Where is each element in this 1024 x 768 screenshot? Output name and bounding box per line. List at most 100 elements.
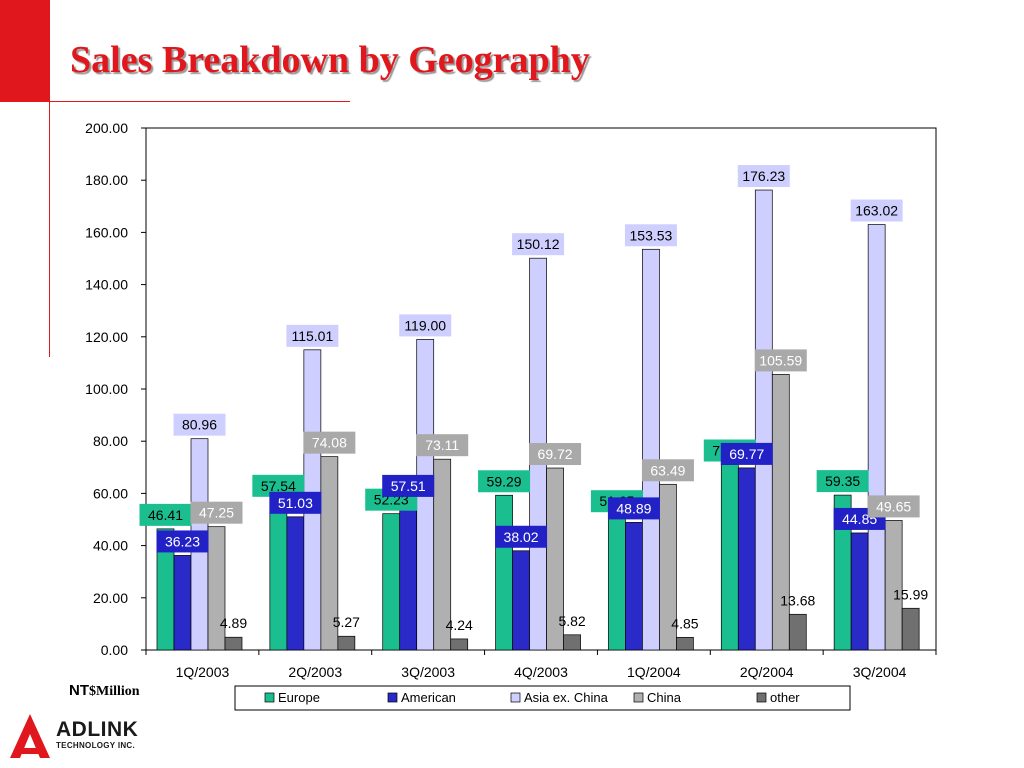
legend-label: Asia ex. China — [524, 690, 609, 705]
bar-asia-ex-china — [642, 248, 660, 651]
data-label-box — [737, 165, 790, 188]
data-label-box — [529, 443, 582, 466]
data-label: 150.12 — [517, 236, 560, 252]
data-label-box — [512, 233, 565, 256]
data-label: 74.08 — [312, 435, 347, 451]
data-label: 48.89 — [616, 500, 651, 516]
data-label-box — [139, 503, 192, 526]
legend-label: American — [401, 690, 456, 705]
x-tick-label: 3Q/2004 — [853, 664, 907, 680]
bar-american — [512, 550, 530, 651]
data-label: 47.25 — [199, 505, 234, 521]
legend-swatch — [633, 692, 644, 703]
data-label: 4.89 — [220, 615, 247, 631]
legend-swatch — [387, 692, 398, 703]
data-label: 69.77 — [729, 446, 764, 462]
logo-tagline: TECHNOLOGY INC. — [56, 741, 136, 750]
x-tick-label: 2Q/2003 — [288, 664, 342, 680]
y-tick-label: 140.00 — [85, 277, 128, 293]
side-accent-rule — [49, 102, 50, 357]
data-label-box — [850, 199, 903, 222]
title-accent-rule — [50, 101, 350, 102]
bar-american — [737, 467, 756, 651]
data-label-box — [269, 491, 322, 514]
legend-swatch — [510, 692, 521, 703]
data-label-box — [495, 525, 548, 548]
data-label: 119.00 — [404, 317, 446, 333]
data-label: 36.23 — [165, 533, 200, 549]
data-label-box — [190, 501, 243, 524]
unit-label: NT$Million — [69, 682, 140, 700]
bar-other — [901, 607, 920, 651]
data-label: 57.51 — [391, 478, 426, 494]
data-label: 105.59 — [759, 352, 802, 368]
bar-other — [224, 636, 243, 651]
y-tick-label: 160.00 — [85, 224, 128, 240]
data-label: 176.23 — [742, 168, 785, 184]
y-tick-label: 20.00 — [93, 590, 128, 606]
bar-china — [884, 520, 903, 651]
y-tick-label: 100.00 — [85, 381, 128, 397]
bar-american — [850, 532, 869, 651]
y-tick-label: 200.00 — [85, 120, 128, 136]
unit-label-prefix: NT — [69, 682, 89, 699]
bar-china — [771, 374, 790, 651]
page-title: Sales Breakdown by Geography — [70, 39, 590, 81]
legend-label: other — [770, 690, 800, 705]
data-label-box — [607, 497, 660, 520]
legend-label: Europe — [278, 690, 320, 705]
y-tick-label: 40.00 — [93, 538, 128, 554]
data-label: 115.01 — [291, 328, 333, 344]
data-label-box — [303, 431, 356, 454]
bar-asia-ex-china — [754, 189, 773, 651]
bar-american — [173, 555, 192, 651]
bar-china — [320, 456, 339, 651]
bar-china — [207, 526, 226, 651]
data-label-box — [382, 474, 435, 497]
data-label-box — [156, 530, 209, 553]
y-tick-label: 120.00 — [85, 329, 128, 345]
bar-china — [546, 467, 564, 651]
data-label-box — [720, 442, 773, 465]
legend-swatch — [756, 692, 767, 703]
data-label: 46.41 — [148, 507, 183, 523]
bar-europe — [720, 464, 739, 651]
bar-europe — [608, 514, 626, 651]
data-label: 57.54 — [261, 478, 296, 494]
data-label: 51.03 — [278, 495, 313, 511]
bar-other — [788, 613, 807, 651]
data-label-box — [641, 459, 694, 482]
unit-label-suffix: $Million — [89, 684, 140, 699]
chart-legend — [234, 685, 851, 711]
bar-europe — [382, 513, 401, 651]
data-label-box — [399, 314, 452, 337]
y-tick-label: 80.00 — [93, 433, 128, 449]
data-label: 59.29 — [487, 473, 522, 489]
data-label-box — [624, 224, 677, 247]
y-tick-label: 0.00 — [101, 642, 128, 658]
data-label-box — [173, 413, 226, 436]
data-label: 13.68 — [780, 592, 815, 608]
y-tick-label: 60.00 — [93, 485, 128, 501]
data-label: 153.53 — [630, 227, 673, 243]
logo-triangle-icon — [10, 714, 50, 758]
bar-china — [659, 483, 677, 651]
company-logo — [10, 714, 50, 758]
data-label: 80.96 — [182, 417, 217, 433]
data-label-box — [252, 474, 305, 497]
data-label-box — [416, 434, 469, 457]
data-label: 38.02 — [504, 529, 539, 545]
data-label-box — [286, 324, 339, 347]
x-tick-label: 3Q/2003 — [401, 664, 455, 680]
x-tick-label: 1Q/2003 — [176, 664, 230, 680]
logo-triangle-stripe — [19, 748, 41, 754]
bar-china — [433, 458, 452, 651]
x-tick-label: 1Q/2004 — [627, 664, 681, 680]
x-tick-label: 2Q/2004 — [740, 664, 794, 680]
bar-other — [450, 638, 469, 651]
y-tick-label: 180.00 — [85, 172, 128, 188]
data-label: 5.27 — [333, 614, 360, 630]
data-label: 163.02 — [855, 203, 898, 219]
bar-american — [625, 522, 643, 651]
